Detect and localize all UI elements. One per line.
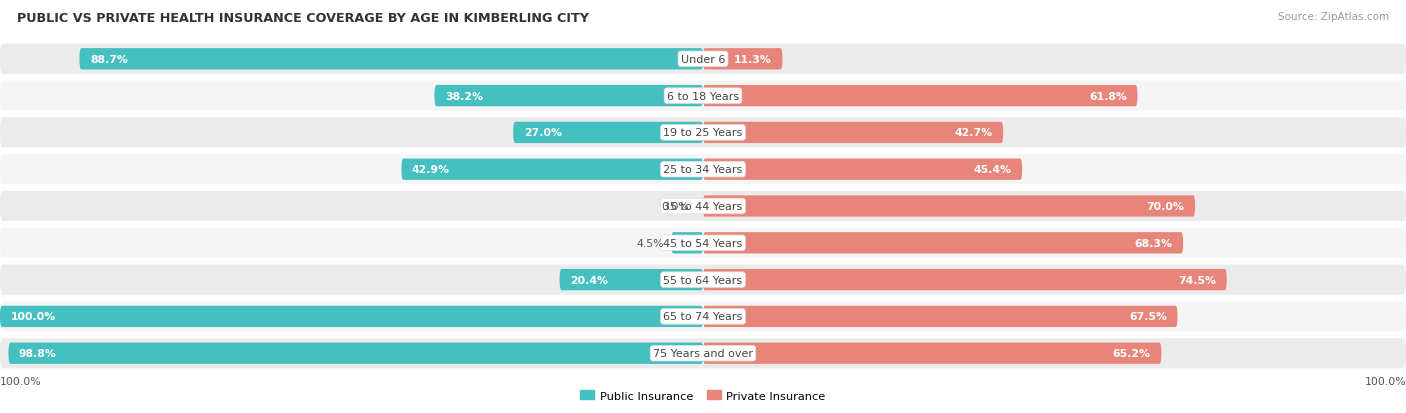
FancyBboxPatch shape: [672, 233, 703, 254]
Text: 67.5%: 67.5%: [1129, 312, 1167, 322]
Text: 42.7%: 42.7%: [955, 128, 993, 138]
FancyBboxPatch shape: [8, 343, 703, 364]
FancyBboxPatch shape: [0, 155, 1406, 185]
Text: 75 Years and over: 75 Years and over: [652, 348, 754, 358]
FancyBboxPatch shape: [703, 159, 1022, 180]
FancyBboxPatch shape: [402, 159, 703, 180]
FancyBboxPatch shape: [703, 269, 1227, 291]
Text: 45.4%: 45.4%: [973, 165, 1012, 175]
Text: PUBLIC VS PRIVATE HEALTH INSURANCE COVERAGE BY AGE IN KIMBERLING CITY: PUBLIC VS PRIVATE HEALTH INSURANCE COVER…: [17, 12, 589, 25]
Text: 100.0%: 100.0%: [10, 312, 56, 322]
Text: 88.7%: 88.7%: [90, 55, 128, 65]
Text: 65.2%: 65.2%: [1112, 348, 1152, 358]
Text: 42.9%: 42.9%: [412, 165, 450, 175]
Text: 11.3%: 11.3%: [734, 55, 772, 65]
FancyBboxPatch shape: [703, 86, 1137, 107]
Text: 38.2%: 38.2%: [444, 91, 484, 101]
Legend: Public Insurance, Private Insurance: Public Insurance, Private Insurance: [576, 386, 830, 405]
Text: 27.0%: 27.0%: [524, 128, 562, 138]
FancyBboxPatch shape: [0, 301, 1406, 332]
Text: 45 to 54 Years: 45 to 54 Years: [664, 238, 742, 248]
Text: 61.8%: 61.8%: [1090, 91, 1128, 101]
FancyBboxPatch shape: [79, 49, 703, 70]
FancyBboxPatch shape: [0, 306, 703, 327]
FancyBboxPatch shape: [703, 49, 782, 70]
Text: 25 to 34 Years: 25 to 34 Years: [664, 165, 742, 175]
FancyBboxPatch shape: [0, 118, 1406, 148]
FancyBboxPatch shape: [0, 228, 1406, 258]
Text: 100.0%: 100.0%: [1364, 376, 1406, 386]
Text: 68.3%: 68.3%: [1135, 238, 1173, 248]
FancyBboxPatch shape: [0, 338, 1406, 368]
FancyBboxPatch shape: [0, 265, 1406, 295]
Text: 65 to 74 Years: 65 to 74 Years: [664, 312, 742, 322]
Text: 19 to 25 Years: 19 to 25 Years: [664, 128, 742, 138]
Text: 74.5%: 74.5%: [1178, 275, 1216, 285]
FancyBboxPatch shape: [434, 86, 703, 107]
Text: 70.0%: 70.0%: [1147, 202, 1185, 211]
Text: 55 to 64 Years: 55 to 64 Years: [664, 275, 742, 285]
Text: Under 6: Under 6: [681, 55, 725, 65]
FancyBboxPatch shape: [0, 192, 1406, 221]
FancyBboxPatch shape: [703, 196, 1195, 217]
Text: Source: ZipAtlas.com: Source: ZipAtlas.com: [1278, 12, 1389, 22]
Text: 20.4%: 20.4%: [571, 275, 609, 285]
FancyBboxPatch shape: [0, 81, 1406, 112]
Text: 35 to 44 Years: 35 to 44 Years: [664, 202, 742, 211]
FancyBboxPatch shape: [703, 343, 1161, 364]
Text: 100.0%: 100.0%: [0, 376, 42, 386]
Text: 98.8%: 98.8%: [18, 348, 56, 358]
FancyBboxPatch shape: [513, 122, 703, 144]
Text: 6 to 18 Years: 6 to 18 Years: [666, 91, 740, 101]
Text: 0.0%: 0.0%: [661, 202, 689, 211]
FancyBboxPatch shape: [703, 122, 1004, 144]
FancyBboxPatch shape: [0, 45, 1406, 75]
FancyBboxPatch shape: [703, 233, 1182, 254]
Text: 4.5%: 4.5%: [637, 238, 665, 248]
FancyBboxPatch shape: [560, 269, 703, 291]
FancyBboxPatch shape: [703, 306, 1178, 327]
